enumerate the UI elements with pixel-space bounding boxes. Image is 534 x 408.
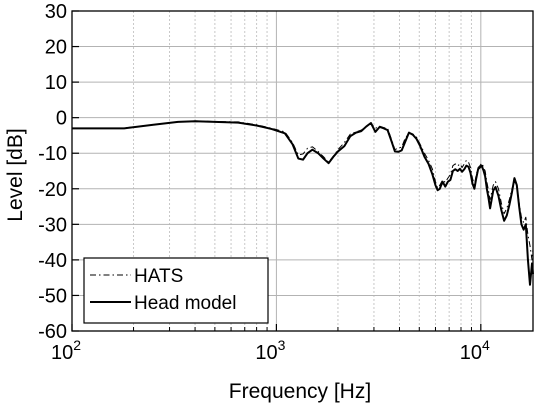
y-tick-label: -10: [38, 143, 67, 165]
axis-ticks: [71, 10, 482, 332]
y-tick-label: 30: [45, 1, 67, 23]
y-tick-labels: 30 20 10 0 -10 -20 -30 -40 -50 -60: [38, 1, 67, 343]
y-tick-label: 20: [45, 37, 67, 59]
y-tick-label: 0: [56, 108, 67, 130]
legend-label-head-model: Head model: [134, 293, 236, 314]
plot-frame: [71, 10, 534, 332]
x-tick-labels: 102 103 104: [51, 337, 490, 364]
x-tick-label: 102: [51, 337, 81, 364]
y-axis-title: Level [dB]: [4, 128, 27, 221]
legend: HATS Head model: [83, 257, 269, 324]
x-tick-label: 103: [255, 337, 285, 364]
legend-box: [83, 257, 269, 324]
y-tick-label: 10: [45, 72, 67, 94]
y-tick-label: -50: [38, 285, 67, 307]
y-tick-label: -20: [38, 179, 67, 201]
x-tick-label: 104: [460, 337, 490, 364]
series-line-hats: [71, 120, 534, 261]
legend-label-hats: HATS: [134, 266, 183, 287]
series-lines: [71, 120, 534, 286]
x-axis-title: Frequency [Hz]: [229, 380, 371, 403]
y-tick-label: -30: [38, 214, 67, 236]
series-line-head-model: [72, 120, 534, 286]
y-tick-label: -40: [38, 250, 67, 272]
y-tick-label: -60: [38, 321, 67, 343]
